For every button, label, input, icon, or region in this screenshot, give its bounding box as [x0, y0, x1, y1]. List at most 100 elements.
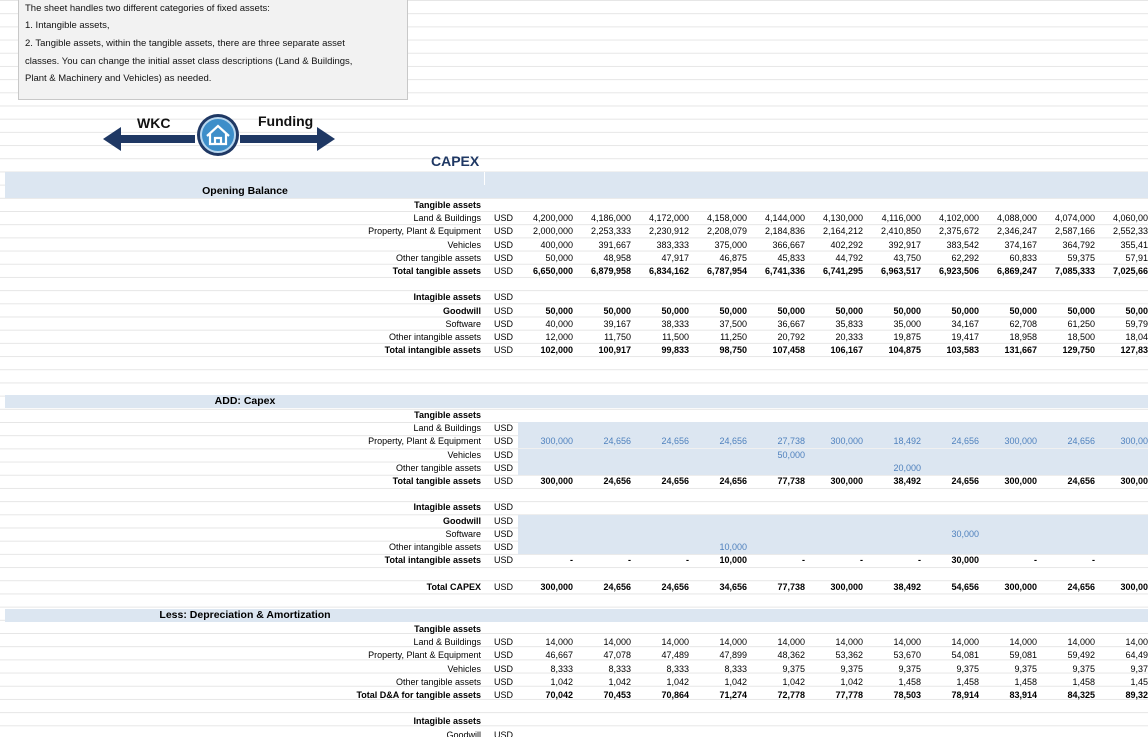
value-cell: 77,738 [777, 476, 805, 486]
unit: USD [494, 542, 514, 552]
row-label: Goodwill [446, 729, 481, 737]
note-line: 2. Tangible assets, within the tangible … [25, 38, 345, 49]
forward-label[interactable]: Funding [258, 113, 313, 129]
value-cell: 50,000 [1125, 305, 1148, 316]
value-cell: 1,458 [1130, 676, 1148, 687]
section-title: ADD: Capex [214, 395, 276, 407]
value-cell: 45,833 [777, 252, 805, 263]
value-cell: 1,458 [898, 676, 921, 687]
value-cell: 47,489 [661, 650, 689, 661]
value-cell: 355,417 [1120, 239, 1148, 250]
value-cell: 24,656 [603, 476, 631, 486]
unit: USD [494, 462, 514, 473]
value-cell: 2,346,247 [996, 226, 1037, 237]
value-cell: 300,000 [1004, 436, 1037, 447]
value-cell: 20,000 [893, 462, 921, 473]
value-cell: 64,492 [1125, 650, 1148, 661]
value-cell: 300,000 [830, 581, 863, 592]
value-cell: 71,274 [719, 690, 747, 700]
value-cell: 18,500 [1067, 332, 1095, 342]
value-cell: 383,542 [946, 239, 979, 250]
value-cell: 4,116,000 [881, 213, 921, 224]
value-cell: 24,656 [661, 476, 689, 486]
unit: USD [494, 449, 514, 460]
group-title: Tangible assets [414, 200, 481, 210]
value-cell: 24,656 [603, 436, 631, 447]
value-cell: 392,917 [888, 239, 921, 250]
value-cell: 1,042 [840, 676, 863, 687]
group-title: Tangible assets [414, 624, 481, 634]
value-cell: 7,085,333 [1054, 266, 1095, 276]
value-cell: 20,792 [777, 332, 805, 342]
note-line: Plant & Machinery and Vehicles) as neede… [25, 73, 212, 84]
section-band [5, 185, 1148, 198]
value-cell: 62,708 [1009, 318, 1037, 329]
value-cell: 20,333 [835, 332, 863, 342]
value-cell: 4,088,000 [996, 213, 1037, 224]
value-cell: 50,000 [893, 305, 921, 316]
value-cell: 4,144,000 [764, 213, 805, 224]
value-cell: 47,078 [603, 650, 631, 661]
value-cell: 14,000 [661, 637, 689, 648]
value-cell: 36,667 [777, 318, 805, 329]
back-arrow[interactable] [103, 127, 195, 151]
row-label: Property, Plant & Equipment [368, 436, 481, 447]
row-label: Total tangible assets [392, 476, 481, 486]
value-cell: 70,042 [545, 690, 573, 700]
value-cell: 48,958 [603, 252, 631, 263]
value-cell: 300,000 [540, 581, 573, 592]
value-cell: 50,000 [1009, 305, 1037, 316]
unit: USD [494, 637, 514, 648]
value-cell: - [1034, 555, 1037, 566]
value-cell: 24,656 [661, 436, 689, 447]
value-cell: 38,333 [661, 318, 689, 329]
group-title: Intagible assets [413, 502, 481, 513]
home-icon [206, 124, 230, 146]
value-cell: 100,917 [598, 345, 631, 356]
row-label: Land & Buildings [413, 423, 481, 434]
value-cell: 8,333 [608, 663, 631, 674]
row-label: Land & Buildings [413, 213, 481, 224]
group-title: Intagible assets [413, 716, 481, 727]
input-band [518, 448, 1148, 462]
value-cell: 1,042 [782, 676, 805, 687]
row-label: Vehicles [447, 239, 481, 250]
value-cell: 27,738 [777, 436, 805, 447]
value-cell: 106,167 [830, 345, 863, 356]
value-cell: 6,963,517 [880, 266, 921, 276]
unit: USD [494, 332, 514, 342]
forward-arrow[interactable] [240, 127, 335, 151]
value-cell: 300,000 [1004, 476, 1037, 486]
value-cell: 46,875 [719, 252, 747, 263]
section-band [5, 609, 1148, 622]
value-cell: 6,834,162 [648, 266, 689, 276]
navigation: WKC Funding [103, 113, 335, 156]
value-cell: 300,000 [1120, 581, 1148, 592]
back-label[interactable]: WKC [137, 115, 170, 131]
value-cell: 14,000 [603, 637, 631, 648]
sheet-title: CAPEX [431, 153, 480, 169]
input-band [518, 514, 1148, 528]
section-band [5, 395, 1148, 408]
value-cell: 24,656 [719, 476, 747, 486]
value-cell: 6,741,295 [822, 266, 863, 276]
value-cell: 59,492 [1067, 650, 1095, 661]
row-label: Other intangible assets [388, 542, 481, 552]
row-label: Total D&A for tangible assets [356, 690, 481, 700]
value-cell: 9,375 [1072, 663, 1095, 674]
row-label: Other tangible assets [395, 462, 481, 473]
value-cell: 34,167 [951, 318, 979, 329]
value-cell: 50,000 [835, 305, 863, 316]
unit: USD [494, 581, 514, 592]
value-cell: 364,792 [1062, 239, 1095, 250]
value-cell: 59,375 [1067, 252, 1095, 263]
value-cell: 2,230,912 [648, 226, 689, 237]
value-cell: - [570, 555, 573, 566]
value-cell: 50,000 [777, 449, 805, 460]
value-cell: 39,167 [603, 318, 631, 329]
value-cell: 38,492 [893, 581, 921, 592]
value-cell: 6,787,954 [706, 266, 747, 276]
value-cell: 54,656 [951, 581, 979, 592]
